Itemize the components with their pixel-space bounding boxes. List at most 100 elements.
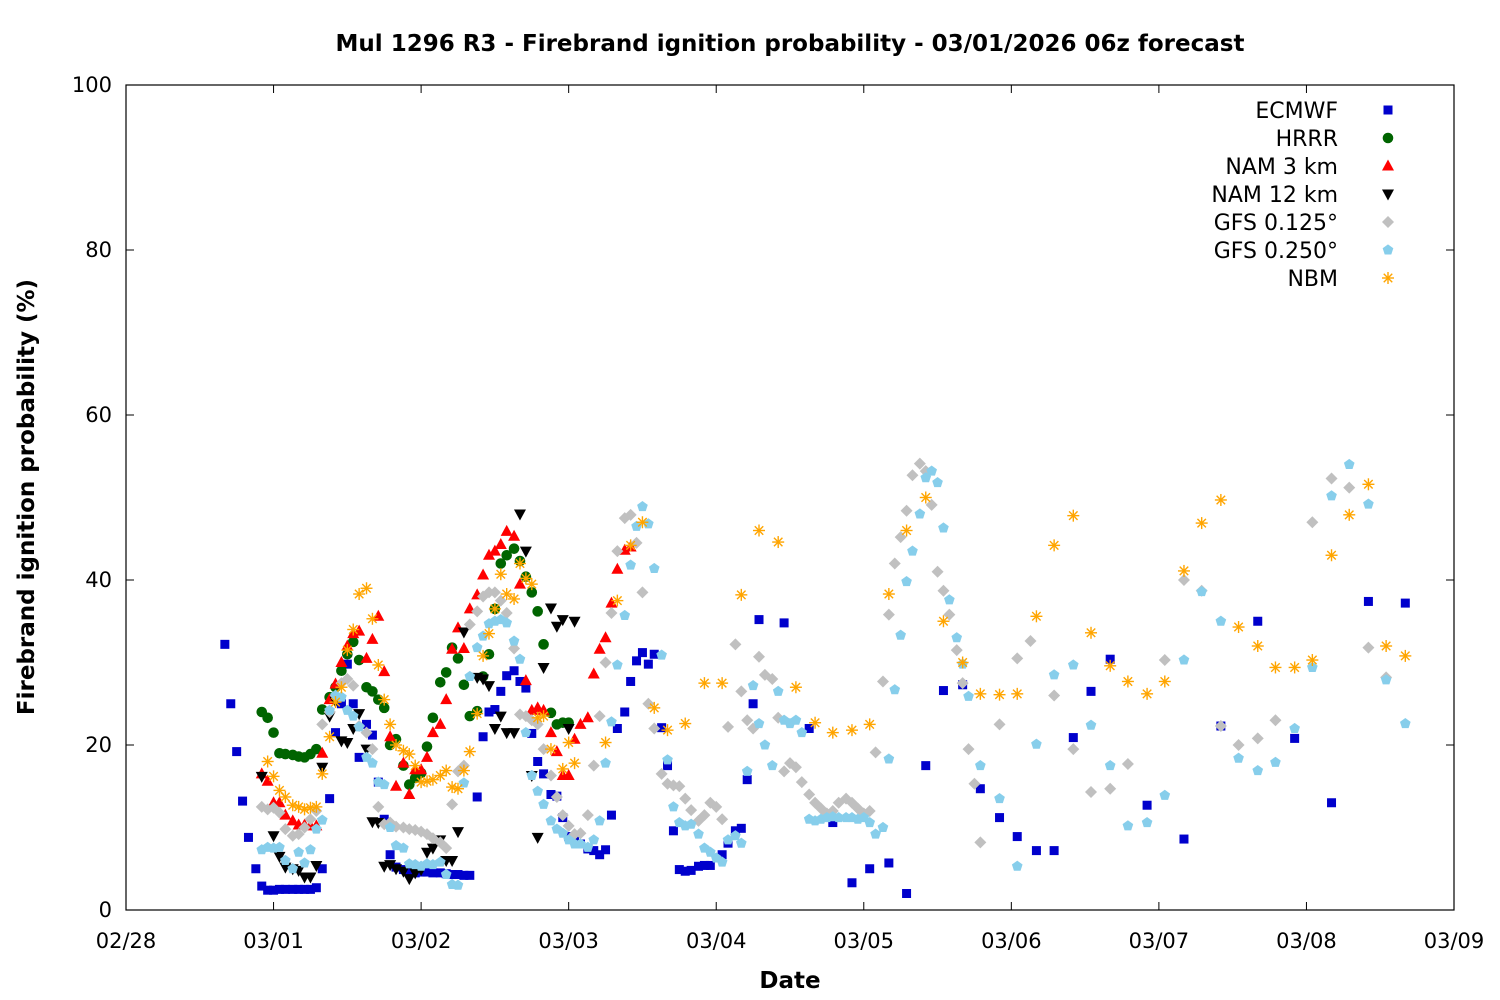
data-point [509, 666, 519, 676]
data-point [521, 683, 531, 693]
data-point [1362, 478, 1375, 491]
data-point [251, 864, 261, 874]
data-point [1177, 574, 1190, 586]
data-point [446, 856, 459, 867]
data-point [1362, 641, 1375, 654]
data-point [336, 699, 346, 709]
data-point [262, 712, 273, 724]
data-point [1031, 846, 1041, 856]
data-point [747, 680, 759, 691]
data-point [316, 767, 329, 780]
data-point [1085, 626, 1098, 639]
data-point [974, 836, 987, 849]
data-point [488, 724, 501, 735]
data-point [232, 747, 242, 757]
data-point [1122, 820, 1134, 831]
data-point [656, 649, 667, 660]
data-point [913, 457, 926, 470]
data-point [404, 865, 414, 875]
data-point [1232, 739, 1245, 751]
data-point [477, 568, 490, 580]
data-point [457, 641, 470, 653]
y-tick-label: 0 [99, 898, 112, 922]
data-point [1214, 720, 1227, 733]
data-point [1177, 564, 1190, 577]
data-point [1011, 652, 1024, 665]
data-point [527, 728, 537, 738]
data-point [472, 792, 482, 802]
data-point [870, 828, 881, 839]
data-point [574, 717, 587, 729]
data-point [526, 587, 538, 598]
data-point [471, 605, 484, 618]
data-point [568, 757, 581, 770]
legend-label: ECMWF [1255, 99, 1338, 124]
data-point [975, 784, 985, 794]
data-point [876, 675, 889, 688]
data-point [1327, 798, 1337, 808]
data-point [741, 765, 753, 776]
data-point [605, 607, 618, 619]
data-point [434, 677, 446, 688]
data-point [937, 615, 950, 628]
data-point [544, 743, 557, 756]
data-point [537, 710, 550, 723]
data-point [595, 850, 605, 860]
data-point [1252, 764, 1264, 776]
data-point [907, 545, 918, 556]
data-point [409, 759, 422, 772]
data-point [722, 720, 735, 733]
data-point [1067, 659, 1079, 670]
data-point [531, 832, 544, 844]
data-point [304, 813, 317, 826]
data-point [587, 759, 600, 772]
data-point [1215, 615, 1227, 626]
data-point [1024, 635, 1037, 648]
data-point [1068, 733, 1078, 743]
data-point [636, 516, 649, 529]
data-point [1121, 675, 1134, 688]
data-point [440, 764, 453, 777]
data-point [679, 717, 692, 730]
data-point [1067, 509, 1080, 522]
data-point [699, 860, 709, 870]
data-point [311, 743, 322, 755]
data-point [803, 788, 816, 801]
data-point [435, 868, 445, 878]
data-point [378, 693, 391, 706]
data-point [532, 785, 544, 796]
data-point [544, 603, 557, 615]
data-point [938, 686, 948, 696]
data-point [525, 578, 538, 591]
data-point [753, 717, 765, 729]
data-point [686, 865, 696, 875]
data-point [261, 774, 274, 786]
data-point [508, 728, 521, 740]
legend-label: HRRR [1276, 127, 1338, 152]
data-point [883, 753, 895, 764]
data-point [673, 780, 686, 793]
data-point [465, 870, 475, 880]
data-point [995, 813, 1005, 823]
data-point [243, 832, 253, 842]
data-point [384, 730, 397, 742]
data-point [556, 615, 569, 627]
data-point [1048, 689, 1061, 702]
data-point [353, 721, 365, 732]
data-point [882, 588, 895, 601]
data-point [323, 730, 336, 743]
data-point [353, 709, 366, 721]
data-point [268, 727, 279, 738]
data-point [267, 770, 280, 783]
data-point [354, 752, 364, 762]
data-point [685, 804, 698, 817]
data-point [612, 659, 623, 670]
data-point [500, 607, 513, 619]
data-point [1142, 800, 1152, 810]
data-point [710, 800, 723, 813]
data-point [372, 658, 385, 671]
data-point [620, 707, 630, 717]
data-point [611, 594, 624, 607]
data-point [1085, 719, 1097, 730]
data-point [1158, 654, 1171, 667]
